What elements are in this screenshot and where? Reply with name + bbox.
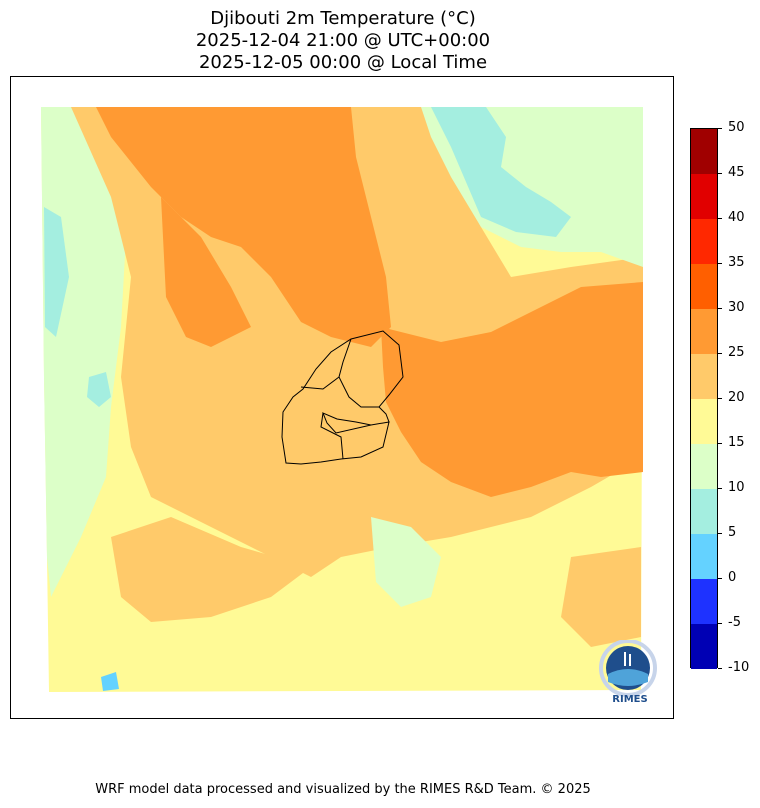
colorbar-segment <box>691 579 717 624</box>
tick-mark <box>718 443 722 444</box>
field-25-30-gulf <box>381 282 643 497</box>
colorbar-segment <box>691 309 717 354</box>
tick-mark <box>718 263 722 264</box>
map-frame <box>10 76 674 719</box>
tick-label: 45 <box>728 165 745 180</box>
region-border-3 <box>320 412 344 460</box>
colorbar-segment <box>691 354 717 399</box>
tick-label: 35 <box>728 255 745 270</box>
tick-mark <box>718 173 722 174</box>
region-border-1 <box>338 338 379 408</box>
field-20-25-se <box>561 547 641 647</box>
map-subtitle-local: 2025-12-05 00:00 @ Local Time <box>198 52 488 73</box>
tick-mark <box>718 668 722 669</box>
tick-mark <box>718 623 722 624</box>
map-subtitle-utc: 2025-12-04 21:00 @ UTC+00:00 <box>195 30 491 51</box>
tick-mark <box>718 353 722 354</box>
tick-label: 25 <box>728 345 745 360</box>
field-0-5-sw <box>101 672 119 691</box>
tick-label: 5 <box>728 525 737 540</box>
tick-mark <box>718 533 722 534</box>
djibouti-border <box>281 330 404 465</box>
field-25-30-north <box>96 107 391 347</box>
colorbar-segment <box>691 489 717 534</box>
colorbar-segment <box>691 624 717 669</box>
tick-label: 50 <box>728 120 745 135</box>
temperature-map <box>41 107 643 692</box>
colorbar-segment <box>691 399 717 444</box>
colorbar-segment <box>691 129 717 174</box>
colorbar-segment <box>691 174 717 219</box>
colorbar-segment <box>691 444 717 489</box>
tick-mark <box>718 218 722 219</box>
tick-label: 0 <box>728 570 737 585</box>
region-border-2 <box>300 376 340 390</box>
tick-mark <box>718 128 722 129</box>
tick-label: -10 <box>728 660 750 675</box>
tick-mark <box>718 308 722 309</box>
field-5-10-west2 <box>87 372 111 407</box>
tick-label: 10 <box>728 480 745 495</box>
logo-text: RIMES <box>612 694 647 705</box>
colorbar-segment <box>691 534 717 579</box>
tick-mark <box>718 398 722 399</box>
tick-label: 40 <box>728 210 745 225</box>
field-20-25-sw <box>111 517 311 622</box>
field-5-10-west <box>44 207 69 337</box>
tick-label: 30 <box>728 300 745 315</box>
field-10-15-south <box>371 517 441 607</box>
field-5-10-ne <box>431 107 571 237</box>
tick-label: 20 <box>728 390 745 405</box>
map-title: Djibouti 2m Temperature (°C) <box>210 8 476 29</box>
tick-mark <box>718 488 722 489</box>
colorbar <box>690 128 718 669</box>
tick-label: 15 <box>728 435 745 450</box>
rimes-logo: RIMES <box>599 640 657 705</box>
field-25-30-west <box>161 197 251 347</box>
footer-credit: WRF model data processed and visualized … <box>95 782 591 797</box>
tick-mark <box>718 578 722 579</box>
colorbar-segment <box>691 264 717 309</box>
colorbar-segment <box>691 219 717 264</box>
tick-label: -5 <box>728 615 741 630</box>
